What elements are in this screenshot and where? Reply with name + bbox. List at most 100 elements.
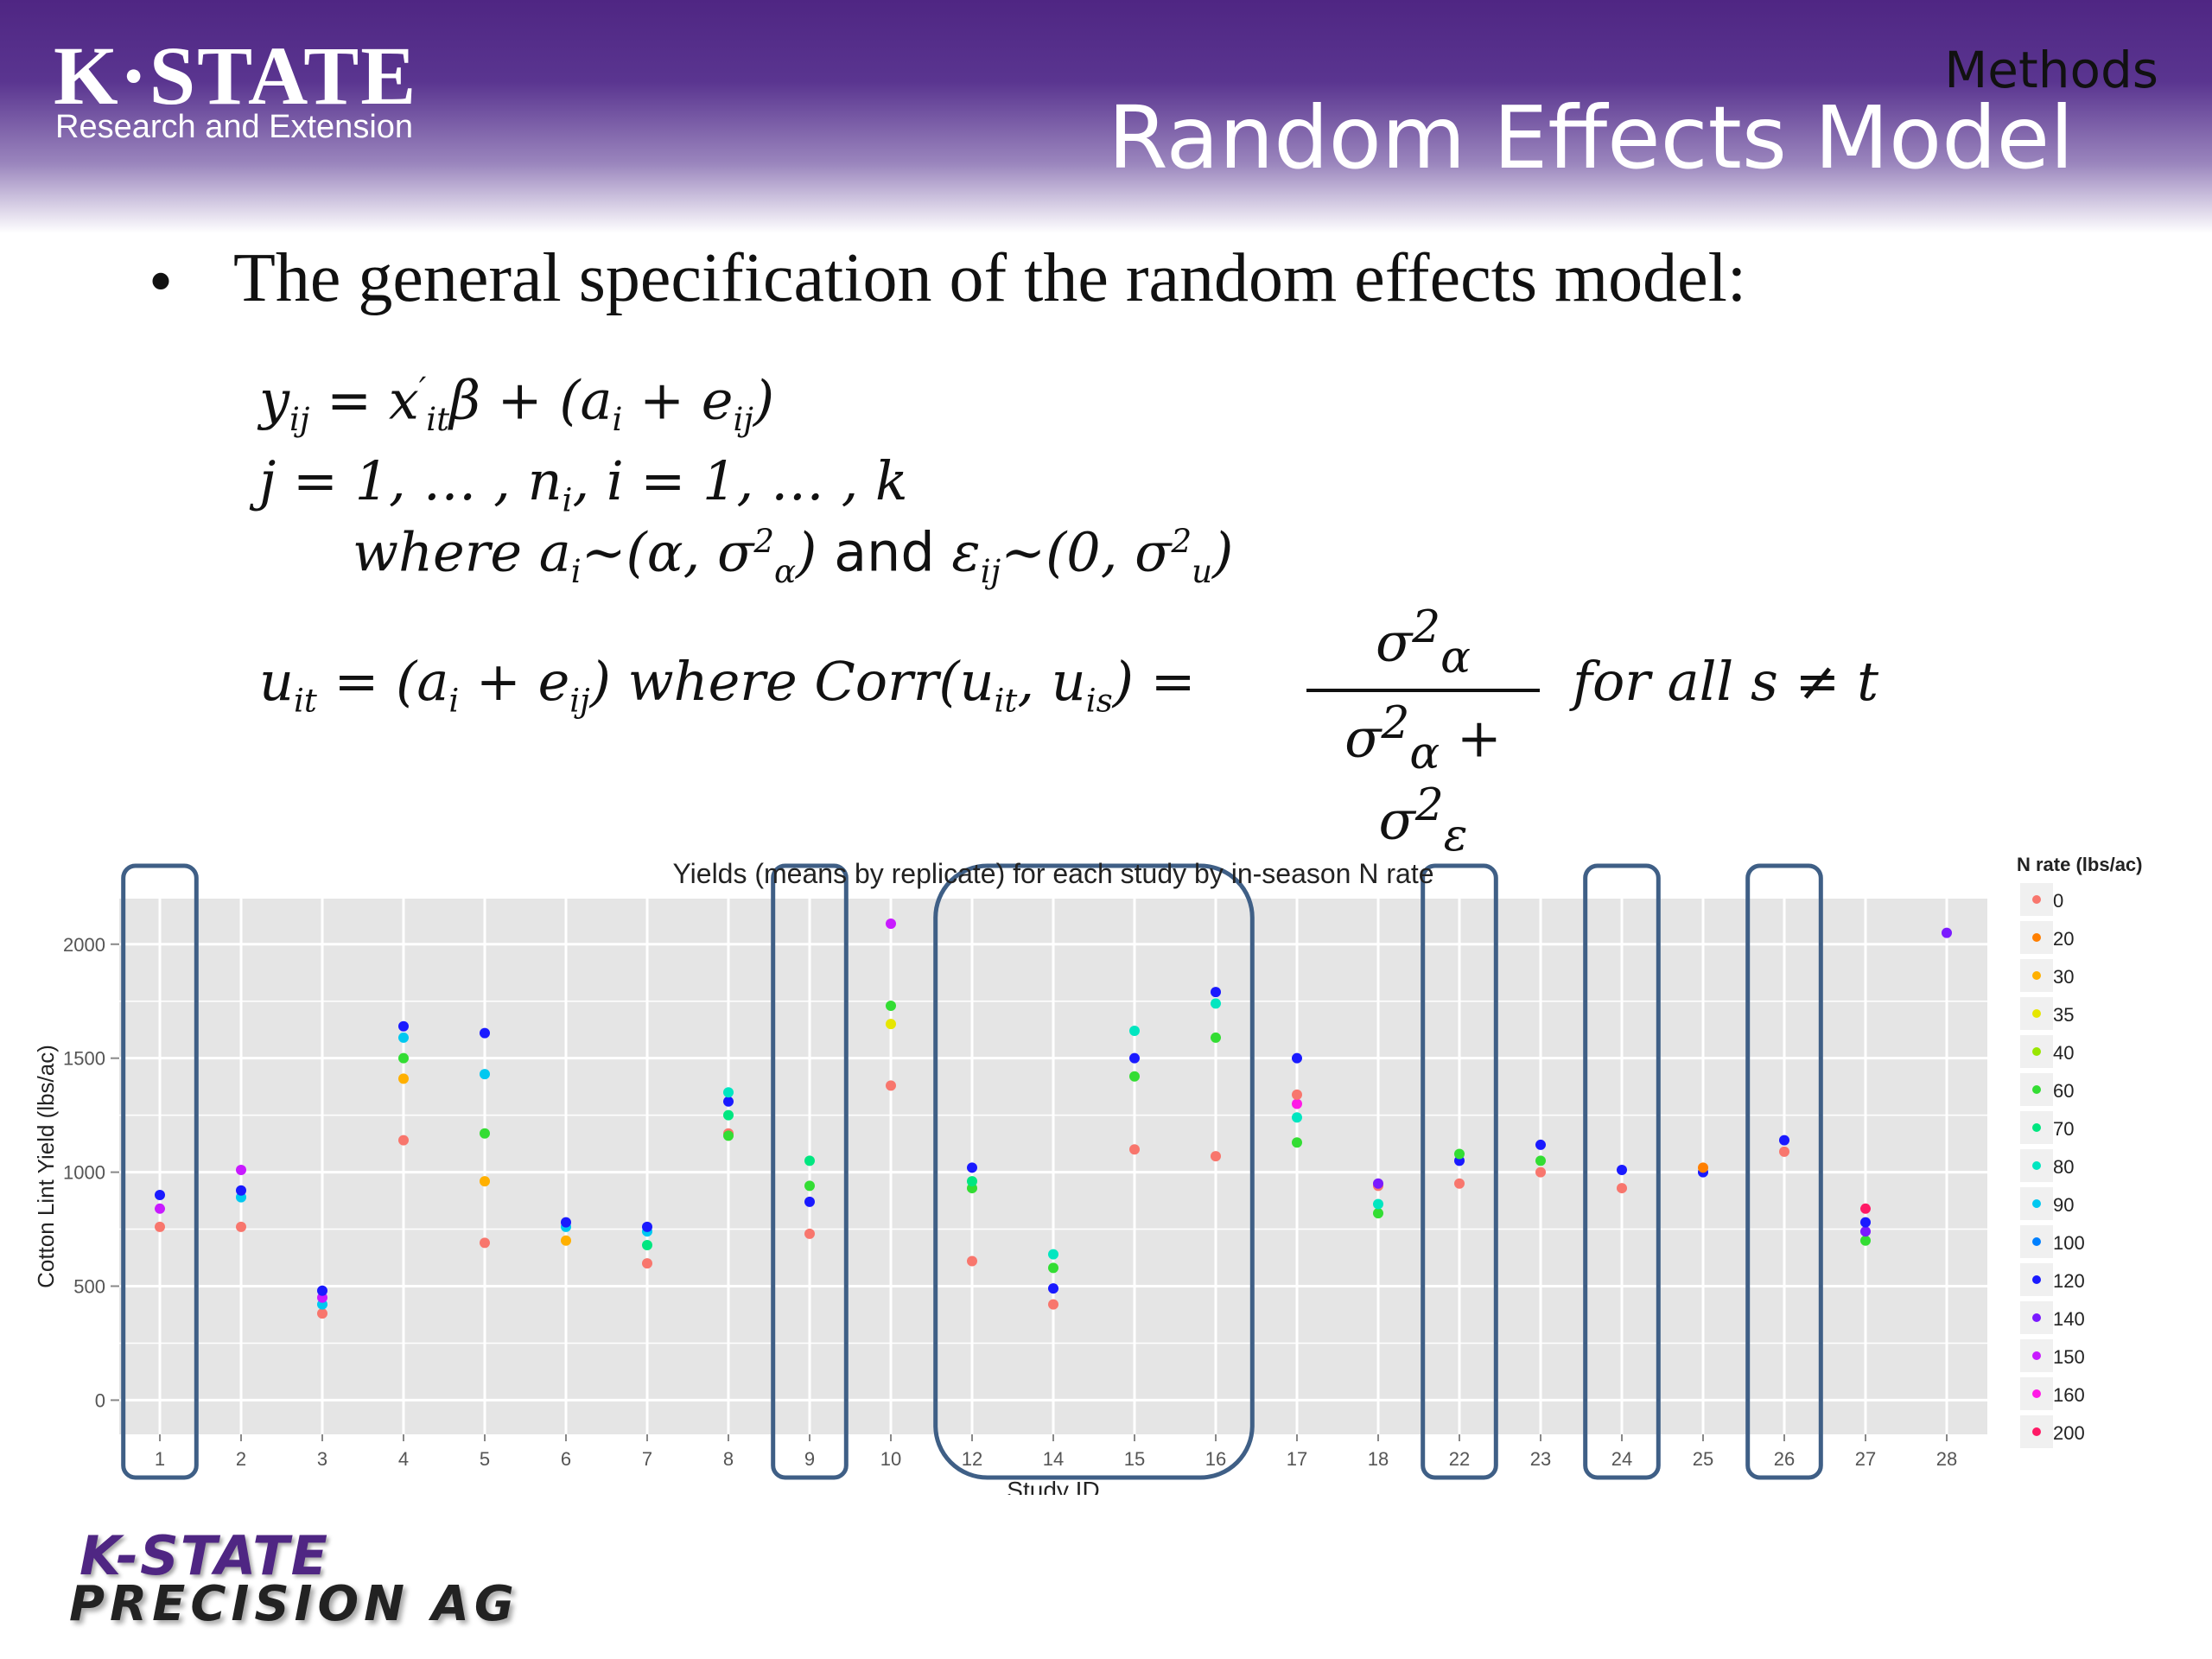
eq-sub: ε xyxy=(1443,810,1468,862)
highlight-box xyxy=(1421,863,1498,1480)
legend-swatch xyxy=(2032,1085,2041,1094)
data-point xyxy=(1129,1026,1140,1037)
data-point xyxy=(480,1027,490,1039)
data-point xyxy=(1129,1052,1140,1064)
legend-title: N rate (lbs/ac) xyxy=(2017,854,2143,875)
kstate-logo-subtitle: Research and Extension xyxy=(55,109,414,145)
data-point xyxy=(1292,1098,1302,1109)
x-tick-label: 4 xyxy=(398,1448,409,1470)
equation-correlation: uit = (ai + eij) where Corr(uit, uis) = xyxy=(259,655,1196,717)
eq-token: , u xyxy=(1017,650,1086,713)
eq-sub: α xyxy=(774,552,797,591)
data-point xyxy=(1373,1208,1383,1219)
equation-model: yij = x′itβ + (ai + eij) xyxy=(259,370,774,439)
legend-label: 140 xyxy=(2053,1308,2085,1330)
eq-token: where a xyxy=(353,520,571,584)
data-point xyxy=(1211,998,1221,1009)
legend-label: 70 xyxy=(2053,1118,2074,1140)
data-point xyxy=(1129,1071,1140,1082)
eq-token: = (a xyxy=(316,650,449,713)
legend-label: 40 xyxy=(2053,1042,2074,1064)
data-point xyxy=(1860,1217,1871,1228)
eq-sub: ij xyxy=(569,681,590,720)
x-tick-label: 14 xyxy=(1043,1448,1064,1470)
data-point xyxy=(967,1176,977,1187)
y-tick-label: 2000 xyxy=(63,934,105,956)
bullet-text: The general specification of the random … xyxy=(233,240,1747,316)
legend-label: 100 xyxy=(2053,1232,2085,1254)
eq-token: = 1, … , n xyxy=(276,449,563,512)
data-point xyxy=(1129,1144,1140,1155)
y-tick-label: 1000 xyxy=(63,1162,105,1184)
correlation-fraction: σ2α σ2α + σ2ε xyxy=(1306,601,1540,861)
x-tick-label: 9 xyxy=(804,1448,815,1470)
x-tick-label: 18 xyxy=(1368,1448,1389,1470)
data-point xyxy=(155,1221,165,1232)
equation-indices: j = 1, … , ni, i = 1, … , k xyxy=(259,454,908,517)
x-tick-label: 10 xyxy=(880,1448,901,1470)
eq-token: ) where Corr(u xyxy=(589,650,995,713)
eq-token: x xyxy=(388,368,419,432)
x-axis: 1 2 3 4 5 6 7 8 9 10 12 14 15 16 17 18 22 23 24 25 26 27 28 xyxy=(155,1434,1957,1470)
x-tick-label: 3 xyxy=(317,1448,327,1470)
legend-swatch xyxy=(2032,1427,2041,1436)
data-point xyxy=(1292,1052,1302,1064)
eq-sup: ′ xyxy=(418,370,427,408)
data-point xyxy=(1698,1162,1708,1173)
highlight-box xyxy=(1745,863,1823,1480)
data-point xyxy=(1048,1283,1058,1294)
highlight-boxes xyxy=(121,863,1823,1480)
data-point xyxy=(155,1203,165,1214)
eq-token: u xyxy=(259,650,294,713)
legend-swatch xyxy=(2032,1199,2041,1208)
data-point xyxy=(561,1217,571,1228)
eq-token: β + (a xyxy=(449,368,613,432)
equation-distributions: where ai∼(α, σ2α) and εij∼(0, σ2u) xyxy=(353,524,1233,591)
eq-sub: ij xyxy=(980,552,1001,591)
eq-sup: 2 xyxy=(1412,601,1441,653)
legend-swatch xyxy=(2032,1275,2041,1284)
data-point xyxy=(398,1135,409,1146)
data-point xyxy=(317,1285,327,1296)
x-tick-label: 2 xyxy=(236,1448,246,1470)
eq-sub: i xyxy=(562,480,573,519)
y-tick-label: 1500 xyxy=(63,1048,105,1070)
data-point xyxy=(1942,927,1952,938)
eq-token: ) = xyxy=(1112,650,1196,713)
legend-swatch xyxy=(2032,1047,2041,1056)
data-point xyxy=(1860,1235,1871,1246)
x-tick-label: 1 xyxy=(155,1448,165,1470)
data-point xyxy=(642,1221,652,1232)
x-tick-label: 23 xyxy=(1530,1448,1551,1470)
data-point xyxy=(1535,1166,1546,1178)
eq-sub: i xyxy=(612,400,623,439)
highlight-box xyxy=(1583,863,1661,1480)
y-tick-label: 500 xyxy=(73,1276,105,1298)
data-point xyxy=(1617,1183,1627,1194)
data-point xyxy=(1048,1262,1058,1274)
data-point xyxy=(886,1019,896,1030)
data-point xyxy=(1373,1198,1383,1210)
data-point xyxy=(480,1069,490,1080)
legend-swatch xyxy=(2032,1313,2041,1322)
highlight-box xyxy=(121,863,199,1480)
data-point xyxy=(1292,1137,1302,1148)
data-point xyxy=(1373,1178,1383,1189)
legend-swatch xyxy=(2032,1009,2041,1018)
data-point xyxy=(1535,1139,1546,1150)
data-point xyxy=(1535,1155,1546,1166)
x-axis-label: Study ID xyxy=(1007,1477,1099,1495)
eq-token: + σ xyxy=(1378,706,1502,852)
data-point xyxy=(804,1155,815,1166)
legend-label: 0 xyxy=(2053,890,2063,912)
data-point xyxy=(1211,987,1221,998)
legend-label: 35 xyxy=(2053,1004,2074,1026)
x-tick-label: 7 xyxy=(642,1448,652,1470)
data-point xyxy=(723,1096,734,1107)
highlight-box xyxy=(933,863,1255,1480)
eq-sub: ij xyxy=(733,400,753,439)
fraction-numerator: σ2α xyxy=(1306,601,1540,689)
eq-sup: 2 xyxy=(1414,779,1444,832)
eq-token: , i = 1, … , k xyxy=(572,449,908,512)
legend-label: 150 xyxy=(2053,1346,2085,1368)
